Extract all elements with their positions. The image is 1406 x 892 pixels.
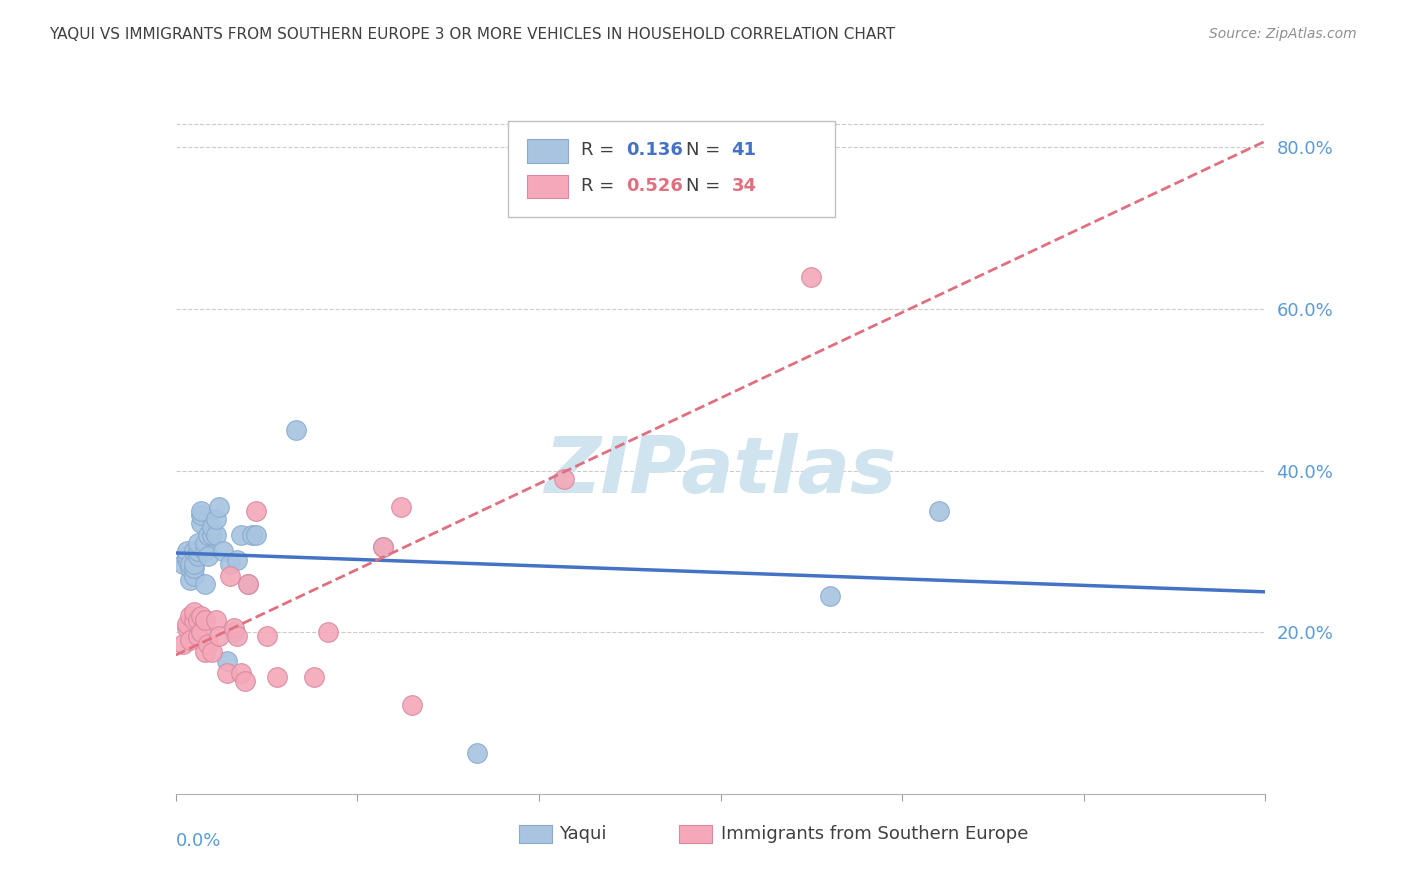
Point	[190, 625, 212, 640]
Point	[183, 560, 205, 574]
Point	[212, 544, 235, 558]
Point	[465, 747, 488, 761]
Text: R =: R =	[581, 141, 620, 160]
Point	[197, 637, 219, 651]
Point	[179, 609, 201, 624]
Point	[302, 670, 325, 684]
Point	[204, 512, 226, 526]
Point	[284, 423, 307, 437]
Point	[186, 613, 209, 627]
FancyBboxPatch shape	[527, 175, 568, 198]
Point	[800, 269, 823, 284]
Point	[226, 629, 249, 643]
Point	[194, 536, 217, 550]
Point	[231, 665, 253, 680]
Text: 0.136: 0.136	[626, 141, 683, 160]
Point	[208, 500, 231, 514]
FancyBboxPatch shape	[508, 120, 835, 217]
Point	[233, 673, 256, 688]
Point	[186, 544, 209, 558]
Text: N =: N =	[686, 141, 725, 160]
Point	[222, 625, 245, 640]
Text: 41: 41	[731, 141, 756, 160]
Point	[245, 504, 267, 518]
Point	[222, 621, 245, 635]
Point	[204, 613, 226, 627]
Point	[176, 552, 198, 566]
Point	[371, 541, 394, 555]
Point	[219, 568, 242, 582]
Point	[371, 541, 394, 555]
Point	[194, 544, 217, 558]
Point	[176, 544, 198, 558]
Text: N =: N =	[686, 177, 725, 195]
Point	[183, 605, 205, 619]
Point	[401, 698, 423, 712]
Point	[226, 552, 249, 566]
Point	[172, 557, 194, 571]
Point	[215, 654, 238, 668]
Point	[190, 516, 212, 531]
FancyBboxPatch shape	[679, 825, 711, 843]
Point	[190, 504, 212, 518]
Point	[176, 621, 198, 635]
Point	[179, 573, 201, 587]
Text: 0.526: 0.526	[626, 177, 683, 195]
Text: Source: ZipAtlas.com: Source: ZipAtlas.com	[1209, 27, 1357, 41]
Point	[201, 645, 224, 659]
Point	[219, 557, 242, 571]
Point	[186, 629, 209, 643]
Point	[238, 576, 260, 591]
Point	[201, 520, 224, 534]
Point	[172, 637, 194, 651]
Point	[389, 500, 412, 514]
FancyBboxPatch shape	[519, 825, 551, 843]
Point	[186, 549, 209, 563]
Point	[318, 625, 340, 640]
Point	[208, 629, 231, 643]
Point	[204, 528, 226, 542]
Point	[240, 528, 263, 542]
Point	[186, 536, 209, 550]
Point	[190, 609, 212, 624]
Point	[928, 504, 950, 518]
Text: Immigrants from Southern Europe: Immigrants from Southern Europe	[721, 825, 1028, 843]
Point	[256, 629, 278, 643]
Point	[183, 557, 205, 571]
Point	[183, 568, 205, 582]
Text: Yaqui: Yaqui	[560, 825, 607, 843]
Text: YAQUI VS IMMIGRANTS FROM SOUTHERN EUROPE 3 OR MORE VEHICLES IN HOUSEHOLD CORRELA: YAQUI VS IMMIGRANTS FROM SOUTHERN EUROPE…	[49, 27, 896, 42]
Point	[238, 576, 260, 591]
Point	[553, 472, 575, 486]
Text: ZIPatlas: ZIPatlas	[544, 433, 897, 509]
Point	[183, 544, 205, 558]
Point	[245, 528, 267, 542]
Point	[197, 549, 219, 563]
Point	[194, 645, 217, 659]
Point	[194, 576, 217, 591]
Point	[266, 670, 288, 684]
Point	[179, 560, 201, 574]
Point	[818, 589, 841, 603]
Point	[179, 633, 201, 648]
Point	[176, 549, 198, 563]
Point	[176, 617, 198, 632]
Text: 0.0%: 0.0%	[176, 831, 221, 850]
Point	[231, 528, 253, 542]
Point	[179, 557, 201, 571]
Text: 34: 34	[731, 177, 756, 195]
Point	[215, 665, 238, 680]
Point	[194, 613, 217, 627]
Point	[201, 528, 224, 542]
Text: R =: R =	[581, 177, 620, 195]
Point	[190, 508, 212, 522]
FancyBboxPatch shape	[527, 139, 568, 162]
Point	[183, 613, 205, 627]
Point	[197, 528, 219, 542]
